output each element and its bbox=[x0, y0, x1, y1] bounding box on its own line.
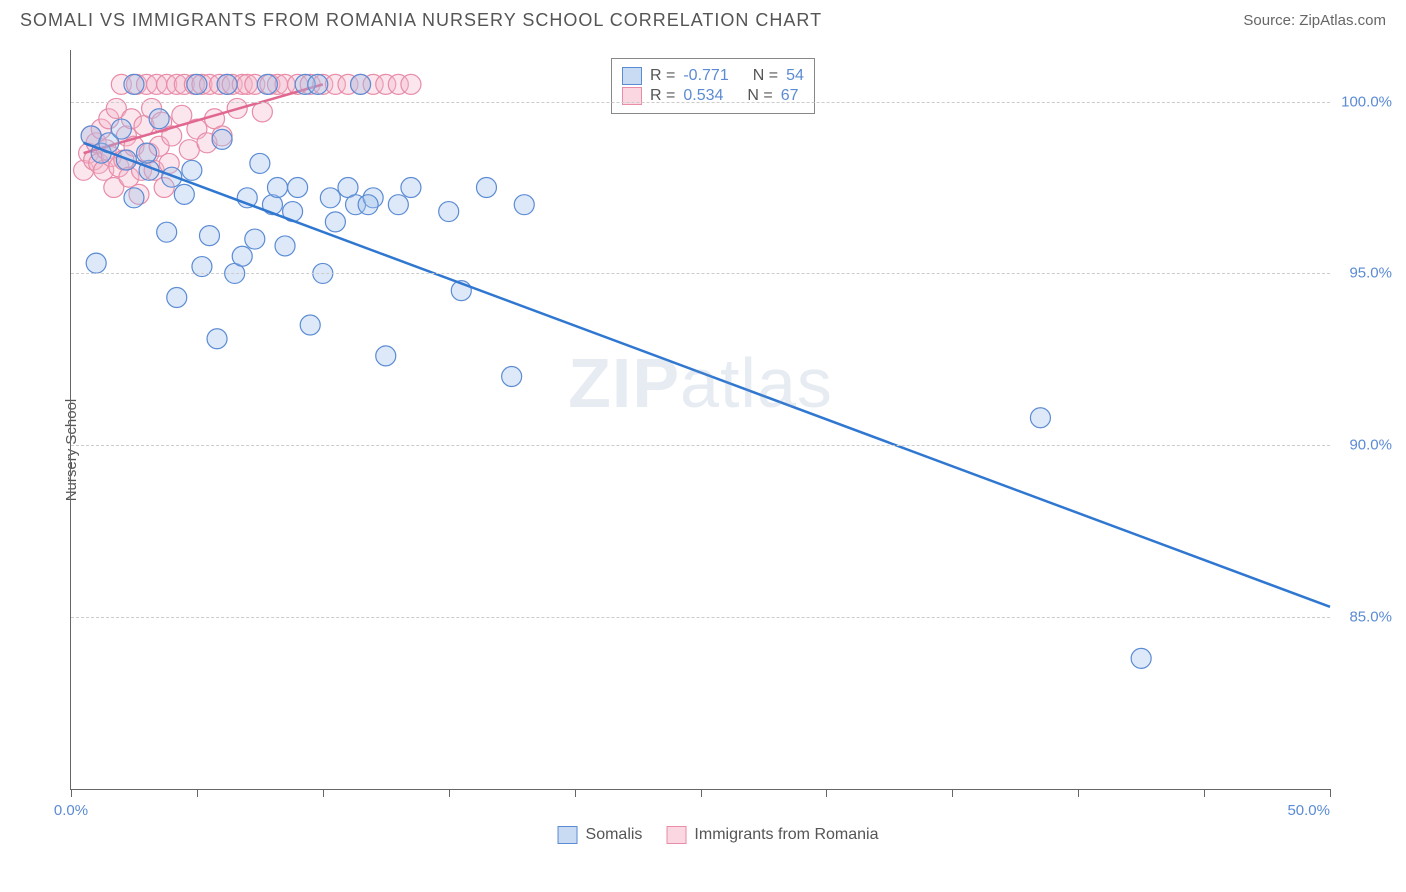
data-point bbox=[199, 226, 219, 246]
data-point bbox=[300, 315, 320, 335]
y-tick-label: 90.0% bbox=[1349, 437, 1392, 454]
data-point bbox=[1030, 408, 1050, 428]
y-tick-label: 95.0% bbox=[1349, 265, 1392, 282]
swatch-pink-icon bbox=[666, 826, 686, 844]
data-point bbox=[111, 119, 131, 139]
data-point bbox=[179, 140, 199, 160]
data-point bbox=[137, 143, 157, 163]
data-point bbox=[514, 195, 534, 215]
data-point bbox=[232, 246, 252, 266]
data-point bbox=[388, 195, 408, 215]
data-point bbox=[174, 184, 194, 204]
data-point bbox=[207, 329, 227, 349]
data-point bbox=[157, 222, 177, 242]
series-legend: Somalis Immigrants from Romania bbox=[558, 826, 879, 844]
x-tick bbox=[449, 789, 450, 797]
legend-item-romania: Immigrants from Romania bbox=[666, 826, 878, 844]
data-point bbox=[187, 74, 207, 94]
chart-container: Nursery School ZIPatlas R = -0.771 N = 5… bbox=[50, 50, 1386, 850]
data-point bbox=[320, 188, 340, 208]
x-tick-label: 50.0% bbox=[1287, 802, 1330, 819]
data-point bbox=[250, 153, 270, 173]
correlation-legend: R = -0.771 N = 54 R = 0.534 N = 67 bbox=[611, 58, 815, 114]
data-point bbox=[401, 74, 421, 94]
gridline-h bbox=[71, 273, 1330, 274]
x-tick bbox=[1204, 789, 1205, 797]
gridline-h bbox=[71, 617, 1330, 618]
data-point bbox=[325, 212, 345, 232]
data-point bbox=[86, 253, 106, 273]
data-point bbox=[288, 177, 308, 197]
data-point bbox=[308, 74, 328, 94]
y-tick-label: 100.0% bbox=[1341, 93, 1392, 110]
trend-line bbox=[84, 143, 1330, 607]
x-tick bbox=[323, 789, 324, 797]
x-tick bbox=[701, 789, 702, 797]
data-point bbox=[124, 188, 144, 208]
data-point bbox=[1131, 648, 1151, 668]
header-bar: SOMALI VS IMMIGRANTS FROM ROMANIA NURSER… bbox=[0, 0, 1406, 31]
data-point bbox=[257, 74, 277, 94]
data-point bbox=[149, 109, 169, 129]
data-point bbox=[124, 74, 144, 94]
data-point bbox=[212, 129, 232, 149]
x-tick bbox=[575, 789, 576, 797]
x-tick bbox=[952, 789, 953, 797]
x-tick bbox=[71, 789, 72, 797]
data-point bbox=[376, 346, 396, 366]
chart-title: SOMALI VS IMMIGRANTS FROM ROMANIA NURSER… bbox=[20, 10, 822, 31]
data-point bbox=[167, 287, 187, 307]
swatch-blue-icon bbox=[558, 826, 578, 844]
x-tick-label: 0.0% bbox=[54, 802, 88, 819]
data-point bbox=[182, 160, 202, 180]
data-point bbox=[351, 74, 371, 94]
x-tick bbox=[1078, 789, 1079, 797]
data-point bbox=[401, 177, 421, 197]
legend-row-blue: R = -0.771 N = 54 bbox=[622, 67, 804, 85]
plot-svg bbox=[71, 50, 1330, 789]
source-label: Source: ZipAtlas.com bbox=[1243, 12, 1386, 29]
data-point bbox=[502, 367, 522, 387]
swatch-blue-icon bbox=[622, 67, 642, 85]
data-point bbox=[267, 177, 287, 197]
data-point bbox=[217, 74, 237, 94]
data-point bbox=[476, 177, 496, 197]
x-tick bbox=[826, 789, 827, 797]
x-tick bbox=[197, 789, 198, 797]
plot-area: ZIPatlas R = -0.771 N = 54 R = 0.534 N =… bbox=[70, 50, 1330, 790]
data-point bbox=[275, 236, 295, 256]
gridline-h bbox=[71, 445, 1330, 446]
gridline-h bbox=[71, 102, 1330, 103]
data-point bbox=[245, 229, 265, 249]
data-point bbox=[439, 202, 459, 222]
data-point bbox=[358, 195, 378, 215]
y-tick-label: 85.0% bbox=[1349, 609, 1392, 626]
x-tick bbox=[1330, 789, 1331, 797]
legend-item-somalis: Somalis bbox=[558, 826, 643, 844]
